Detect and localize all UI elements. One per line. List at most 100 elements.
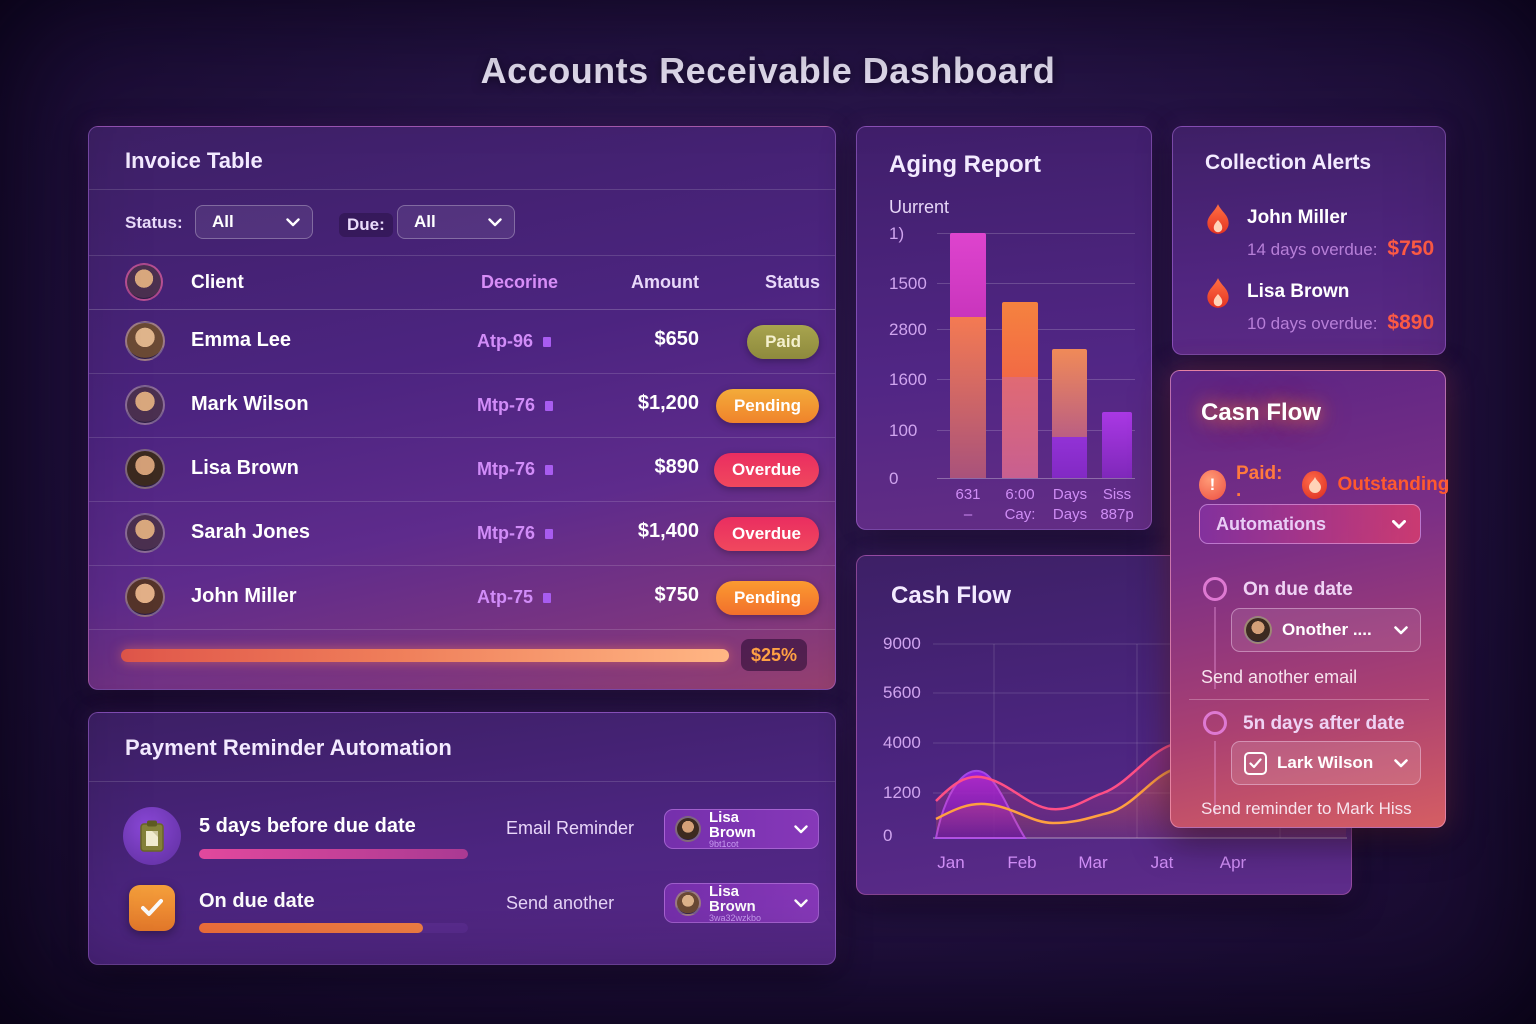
alert-overdue-text: 10 days overdue:: [1247, 314, 1378, 333]
alert-item[interactable]: John Miller 14 days overdue: $750: [1247, 207, 1434, 261]
table-row[interactable]: Sarah Jones Mtp-76 $1,400 Overdue: [89, 502, 837, 565]
table-row[interactable]: Mark Wilson Mtp-76 $1,200 Pending: [89, 374, 837, 437]
collection-alerts-panel: Collection Alerts John Miller 14 days ov…: [1172, 126, 1446, 355]
alert-item[interactable]: Lisa Brown 10 days overdue: $890: [1247, 281, 1434, 335]
due-filter-value: All: [414, 212, 436, 231]
table-row[interactable]: John Miller Atp-75 $750 Pending: [89, 566, 837, 629]
invoice-date: Mtp-76: [477, 523, 553, 544]
recipient-dropdown[interactable]: Lark Wilson: [1231, 741, 1421, 785]
invoice-date: Mtp-76: [477, 459, 553, 480]
gridline: [937, 233, 1135, 234]
avatar: [675, 890, 701, 916]
x-tick: Siss 887p: [1100, 486, 1134, 523]
gridline: [937, 283, 1135, 284]
y-tick: 1600: [889, 370, 927, 389]
outstanding-flame-icon: [1302, 471, 1328, 499]
checkbox-icon: [129, 885, 175, 931]
y-tick: 1): [889, 224, 905, 243]
rule-progress-bar: [199, 923, 423, 933]
column-header-amount: Amount: [631, 272, 699, 292]
status-badge: Overdue: [714, 517, 819, 551]
y-tick: 5600: [883, 683, 921, 702]
legend-outstanding-label: Outstanding: [1337, 474, 1450, 495]
chevron-down-icon: [794, 898, 808, 907]
radio-label: 5n days after date: [1243, 713, 1405, 734]
bar-segment: [950, 317, 986, 478]
payment-automation-panel: Payment Reminder Automation 5 days befor…: [88, 712, 836, 965]
table-row[interactable]: Emma Lee Atp-96 $650 Paid: [89, 310, 837, 373]
chevron-down-icon: [488, 217, 502, 226]
bar-current: [950, 233, 986, 478]
status-filter-label: Status:: [125, 213, 183, 232]
due-filter-label: Due:: [339, 213, 393, 237]
y-tick: 1500: [889, 274, 927, 293]
legend: ! Paid: · Outstanding: [1199, 463, 1449, 507]
due-filter-select[interactable]: All: [397, 205, 515, 239]
invoice-table-title: Invoice Table: [125, 148, 263, 173]
column-header-date: Decorine: [481, 272, 559, 292]
invoice-amount: $650: [654, 328, 700, 350]
progress-value: $25%: [741, 639, 807, 671]
aging-report-subtitle: Uurrent: [889, 197, 950, 217]
option-note: Send reminder to Mark Hiss: [1201, 799, 1412, 818]
table-row[interactable]: Lisa Brown Mtp-76 $890 Overdue: [89, 438, 837, 501]
radio-on-due-date[interactable]: [1203, 577, 1227, 601]
chevron-down-icon: [286, 217, 300, 226]
x-tick: Apr: [1219, 853, 1247, 872]
invoice-amount: $1,200: [637, 392, 699, 414]
divider: [89, 629, 835, 630]
checkbox-icon[interactable]: [1244, 751, 1267, 775]
automations-select[interactable]: Automations: [1199, 504, 1421, 544]
bar-segment: [950, 233, 986, 317]
assignee-name: Lisa Brown: [709, 882, 756, 915]
status-filter-select[interactable]: All: [195, 205, 313, 239]
radio-days-after-date[interactable]: [1203, 711, 1227, 735]
y-tick: 100: [889, 421, 918, 440]
avatar: [125, 385, 165, 425]
invoice-amount: $750: [654, 584, 700, 606]
bar-segment: [1052, 437, 1087, 478]
recipient-name: Onother ....: [1282, 620, 1372, 639]
connector-line: [1214, 741, 1216, 815]
x-axis: [937, 478, 1135, 479]
aging-report-title: Aging Report: [889, 151, 1041, 178]
y-tick: 0: [883, 826, 893, 845]
avatar: [125, 513, 165, 553]
bar-90-days: [1102, 412, 1132, 478]
page-title: Accounts Receivable Dashboard: [480, 50, 1056, 91]
bar-60-days: [1052, 349, 1087, 478]
bar-30-days: [1002, 302, 1038, 478]
avatar: [125, 577, 165, 617]
status-badge: Overdue: [714, 453, 819, 487]
divider: [89, 309, 835, 310]
divider: [1189, 699, 1429, 700]
cash-flow-chart-title: Cash Flow: [891, 582, 1012, 609]
collection-alerts-title: Collection Alerts: [1205, 151, 1372, 174]
avatar: [675, 816, 701, 842]
x-tick: Days Days: [1052, 486, 1088, 523]
x-tick: 6:00 Cay:: [1004, 486, 1036, 523]
recipient-name: Lark Wilson: [1277, 753, 1374, 772]
divider: [89, 781, 835, 782]
avatar: [125, 449, 165, 489]
alert-client-name: John Miller: [1247, 207, 1348, 228]
recipient-dropdown[interactable]: Onother ....: [1231, 608, 1421, 652]
client-name: John Miller: [191, 585, 297, 607]
chevron-down-icon: [794, 824, 808, 833]
option-note: Send another email: [1201, 667, 1358, 687]
assignee-dropdown[interactable]: Lisa Brown 9bt1cot: [664, 809, 819, 849]
y-tick: 4000: [883, 733, 921, 752]
x-tick: 631–: [955, 486, 981, 523]
automation-action-label: Email Reminder: [506, 818, 635, 838]
avatar: [1244, 616, 1272, 644]
divider: [89, 255, 835, 256]
bar-segment: [1102, 412, 1132, 478]
rule-progress-bar: [199, 849, 468, 859]
assignee-dropdown[interactable]: Lisa Brown 3wa32wzkbo: [664, 883, 819, 923]
date-marker-icon: [545, 529, 553, 539]
aging-bar-chart: [942, 233, 1137, 478]
chevron-down-icon: [1394, 625, 1408, 634]
column-header-status: Status: [765, 272, 821, 292]
flame-icon: [1203, 203, 1233, 242]
